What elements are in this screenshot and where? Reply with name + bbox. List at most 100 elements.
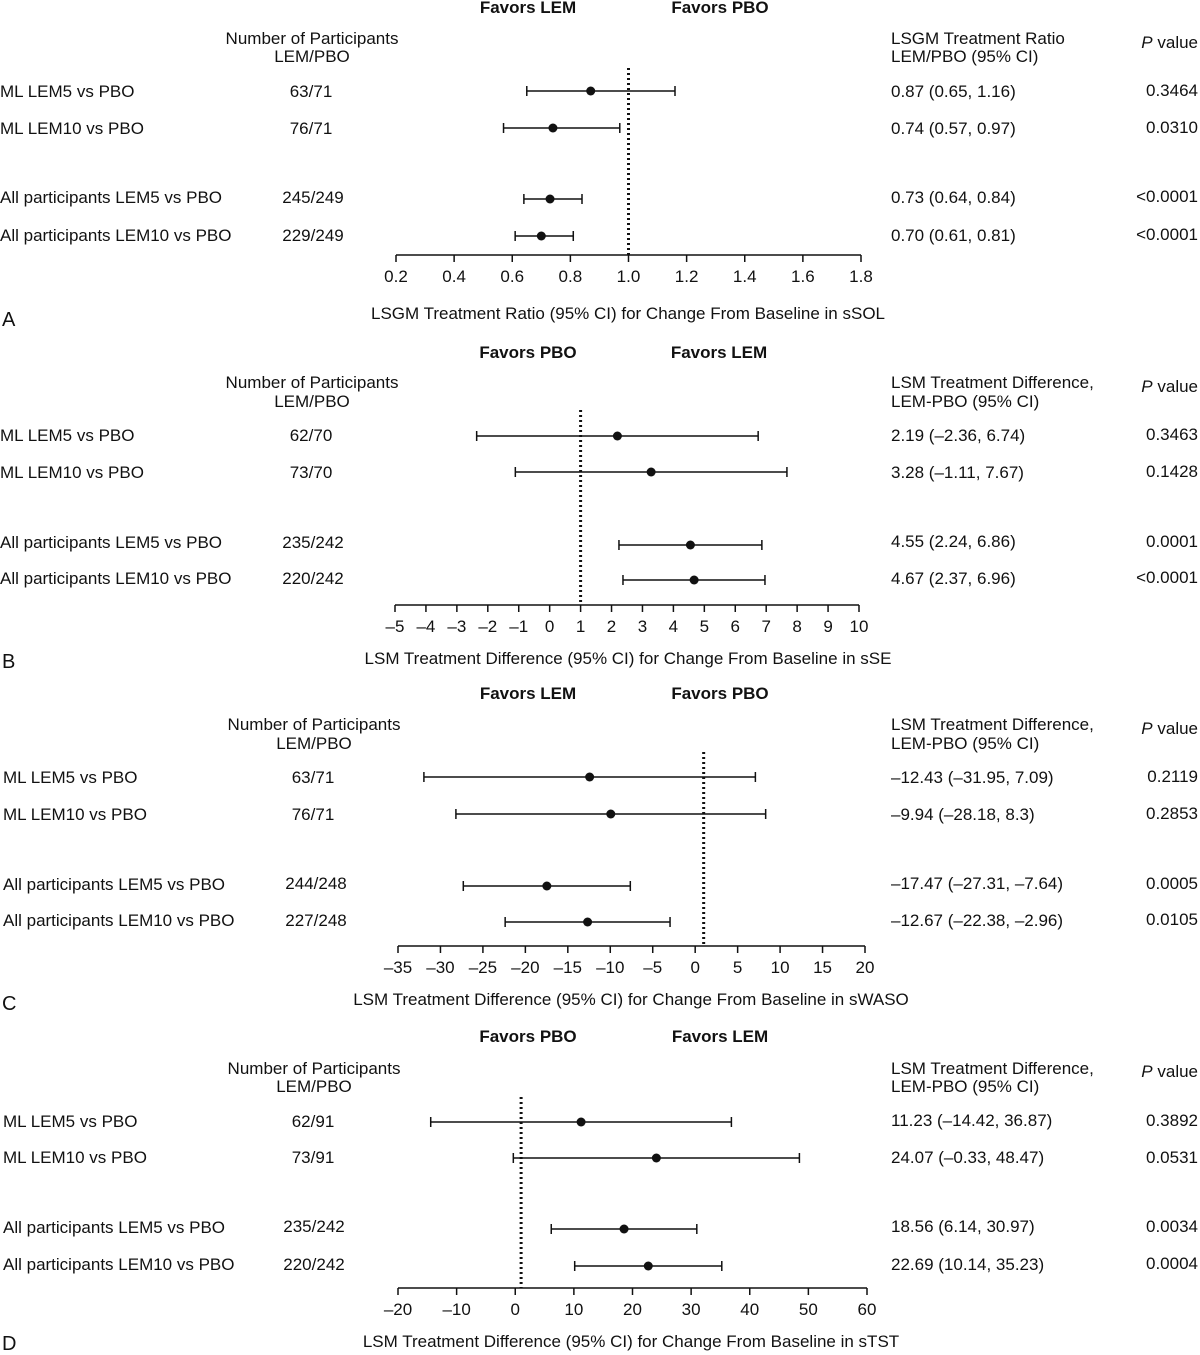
x-tick-label: 10: [564, 1300, 583, 1319]
panel-letter: C: [2, 993, 17, 1015]
row-participants: 62/70: [289, 426, 333, 445]
forest-panel-a: Favors LEM Favors PBO Number of Particip…: [0, 0, 1200, 340]
row-estimate: –12.43 (–31.95, 7.09): [891, 768, 1054, 787]
row-label: All participants LEM5 vs PBO: [3, 875, 226, 894]
forest-plot-d: –20 –10 0 10 20 30 40 50 60: [384, 1097, 877, 1319]
row-estimate: –17.47 (–27.31, –7.64): [891, 874, 1064, 893]
forest-panel-d: Favors PBO Favors LEM Number of Particip…: [0, 1027, 1200, 1355]
x-tick-label: 6: [731, 617, 740, 636]
x-tick-label: –1: [509, 617, 528, 636]
row-participants: 63/71: [289, 82, 333, 101]
x-tick-label: 3: [638, 617, 647, 636]
x-tick-label: 60: [858, 1300, 877, 1319]
x-axis-title: LSGM Treatment Ratio (95% CI) for Change…: [371, 304, 885, 323]
x-axis-title: LSM Treatment Difference (95% CI) for Ch…: [364, 649, 892, 668]
row-pvalue: 0.3464: [1146, 81, 1198, 100]
row-label: ML LEM5 vs PBO: [3, 768, 138, 787]
point-estimate: [685, 540, 695, 550]
x-tick-label: –30: [426, 958, 454, 977]
x-tick-label: 0: [545, 617, 554, 636]
x-tick-label: –3: [447, 617, 466, 636]
point-estimate: [542, 881, 552, 891]
x-tick-label: 1.8: [849, 267, 873, 286]
row-participants: 73/91: [291, 1148, 335, 1167]
pvalue-header: P value: [1141, 1062, 1198, 1081]
row-pvalue: 0.0004: [1146, 1254, 1198, 1273]
participants-header-line1: Number of Participants: [225, 29, 399, 48]
row-participants: 235/242: [283, 1217, 345, 1236]
row-participants: 76/71: [289, 119, 333, 138]
row-participants: 62/91: [291, 1112, 335, 1131]
pvalue-header: P value: [1141, 719, 1198, 738]
row-estimate: 4.55 (2.24, 6.86): [891, 532, 1016, 551]
row-participants: 244/248: [285, 874, 347, 893]
row-estimate: 0.70 (0.61, 0.81): [891, 226, 1016, 245]
point-estimate: [612, 431, 622, 441]
row-estimate: 11.23 (–14.42, 36.87): [891, 1111, 1053, 1130]
row-estimate: 0.74 (0.57, 0.97): [891, 119, 1016, 138]
forest-panel-c: Favors LEM Favors PBO Number of Particip…: [0, 684, 1200, 1024]
row-label: ML LEM10 vs PBO: [3, 1148, 147, 1167]
point-estimate: [545, 194, 555, 204]
participants-header-line2: LEM/PBO: [274, 47, 350, 66]
x-tick-label: –5: [386, 617, 405, 636]
row-label: ML LEM10 vs PBO: [0, 463, 144, 482]
forest-plot-c: –35 –30 –25 –20 –15 –10 –5 0 5 10 15 20: [384, 752, 874, 977]
x-tick-label: –35: [384, 958, 412, 977]
pvalue-header: P value: [1141, 377, 1198, 396]
x-tick-label: 8: [792, 617, 801, 636]
participants-header-line1: Number of Participants: [225, 373, 399, 392]
favors-left-label: Favors PBO: [479, 343, 577, 362]
x-axis-title: LSM Treatment Difference (95% CI) for Ch…: [362, 1332, 900, 1351]
point-estimate: [689, 575, 699, 585]
row-pvalue: 0.0005: [1146, 874, 1198, 893]
row-pvalue: 0.0531: [1146, 1148, 1198, 1167]
x-tick-label: –25: [469, 958, 497, 977]
favors-right-label: Favors PBO: [671, 684, 769, 703]
row-estimate: 22.69 (10.14, 35.23): [891, 1255, 1045, 1274]
row-label: All participants LEM10 vs PBO: [0, 569, 232, 588]
x-tick-label: 20: [623, 1300, 642, 1319]
x-tick-label: –2: [478, 617, 497, 636]
forest-panel-b: Favors PBO Favors LEM Number of Particip…: [0, 342, 1200, 682]
row-estimate: 3.28 (–1.11, 7.67): [891, 463, 1024, 482]
row-label: ML LEM5 vs PBO: [3, 1112, 138, 1131]
row-pvalue: <0.0001: [1136, 225, 1198, 244]
point-estimate: [548, 123, 558, 133]
point-estimate: [643, 1261, 653, 1271]
row-pvalue: 0.0105: [1146, 910, 1198, 929]
row-label: All participants LEM10 vs PBO: [0, 226, 232, 245]
x-tick-label: 0: [511, 1300, 520, 1319]
row-pvalue: 0.0034: [1146, 1217, 1198, 1236]
row-pvalue: 0.0001: [1146, 532, 1198, 551]
row-label: All participants LEM5 vs PBO: [0, 188, 223, 207]
row-participants: 245/249: [282, 188, 344, 207]
x-tick-label: 1.6: [791, 267, 815, 286]
panel-letter: A: [2, 309, 16, 331]
x-tick-label: 15: [813, 958, 832, 977]
row-participants: 73/70: [289, 463, 333, 482]
estimate-header-line1: LSM Treatment Difference,: [891, 373, 1094, 392]
x-axis-title: LSM Treatment Difference (95% CI) for Ch…: [353, 990, 909, 1009]
row-pvalue: 0.2853: [1146, 804, 1198, 823]
estimate-header-line2: LEM-PBO (95% CI): [891, 1077, 1040, 1096]
x-tick-label: 50: [799, 1300, 818, 1319]
row-pvalue: <0.0001: [1136, 187, 1198, 206]
participants-header-line2: LEM/PBO: [276, 1077, 352, 1096]
point-estimate: [606, 809, 616, 819]
point-estimate: [646, 467, 656, 477]
point-estimate: [651, 1153, 661, 1163]
point-estimate: [576, 1117, 586, 1127]
x-tick-label: –20: [511, 958, 539, 977]
x-tick-label: 2: [607, 617, 616, 636]
x-tick-label: 10: [771, 958, 790, 977]
row-participants: 229/249: [282, 226, 344, 245]
pvalue-header: P value: [1141, 33, 1198, 52]
row-participants: 63/71: [291, 768, 335, 787]
row-label: ML LEM10 vs PBO: [0, 119, 144, 138]
point-estimate: [536, 231, 546, 241]
row-label: ML LEM5 vs PBO: [0, 426, 135, 445]
row-participants: 235/242: [282, 533, 344, 552]
row-estimate: 24.07 (–0.33, 48.47): [891, 1148, 1045, 1167]
x-tick-label: 10: [850, 617, 869, 636]
